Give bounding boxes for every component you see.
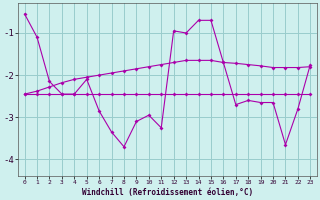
X-axis label: Windchill (Refroidissement éolien,°C): Windchill (Refroidissement éolien,°C): [82, 188, 253, 197]
